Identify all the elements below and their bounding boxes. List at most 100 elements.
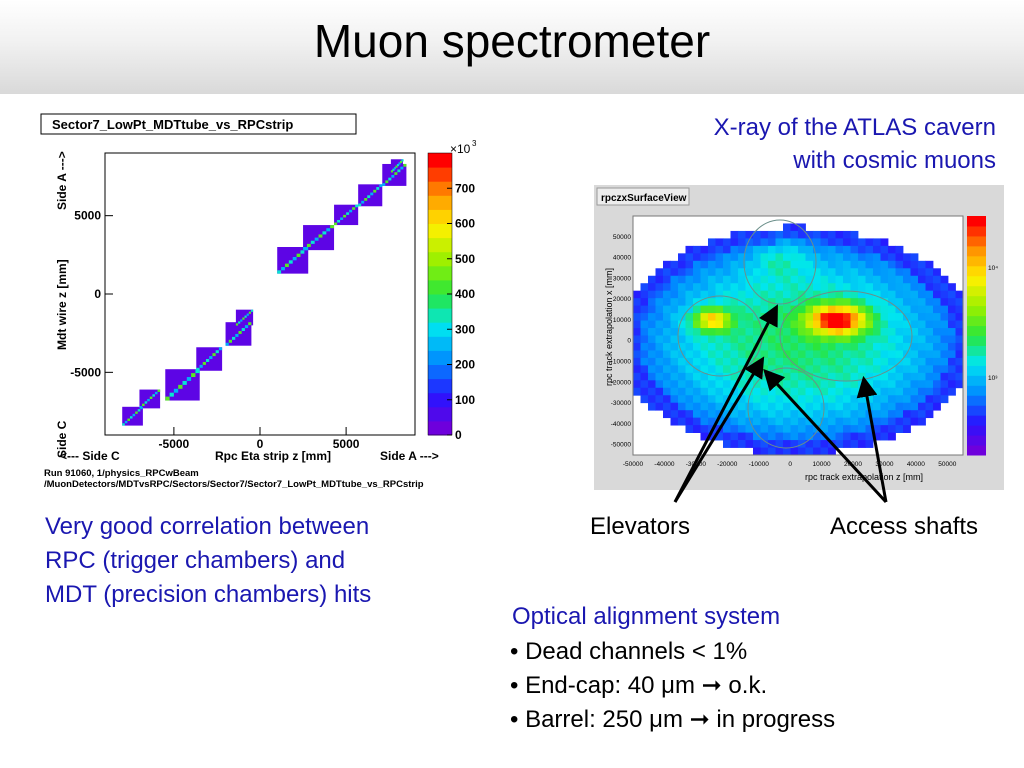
histogram-cell [154, 391, 158, 395]
histogram-cell [281, 266, 285, 271]
heatmap-cell [888, 417, 896, 426]
heatmap-cell [955, 350, 964, 359]
heatmap-cell [633, 305, 641, 314]
heatmap-cell [850, 275, 859, 284]
heatmap-cell [918, 417, 926, 426]
heatmap-cell [753, 335, 761, 344]
heatmap-cell [925, 275, 934, 284]
heatmap-cell [933, 372, 941, 381]
histogram-cell [318, 234, 323, 238]
heatmap-cell [873, 253, 881, 262]
heatmap-cell [805, 380, 814, 389]
heatmap-cell [888, 313, 896, 321]
heatmap-cell [925, 380, 934, 389]
heatmap-cell [835, 328, 844, 336]
heatmap-cell [865, 298, 874, 307]
heatmap-cell [940, 290, 949, 299]
heatmap-cell [820, 425, 829, 433]
heatmap-cell [865, 305, 874, 314]
heatmap-cell [708, 365, 716, 374]
heatmap-cell [678, 410, 686, 419]
heatmap-cell [850, 230, 859, 239]
heatmap-cell [768, 447, 776, 456]
histogram-cell [240, 319, 243, 322]
heatmap-cell [640, 387, 649, 396]
heatmap-cell [865, 342, 874, 351]
heatmap-cell [843, 230, 851, 239]
colorbar-segment [428, 378, 452, 394]
heatmap-cell [708, 238, 716, 247]
y-tick-label: -10000 [611, 358, 632, 365]
heatmap-cell [775, 253, 784, 262]
heatmap-cell [678, 320, 686, 329]
heatmap-cell [648, 357, 656, 366]
heatmap-cell [798, 313, 806, 321]
heatmap-cell [715, 365, 724, 374]
heatmap-cell [640, 290, 649, 299]
heatmap-cell [903, 417, 911, 426]
bullet-barrel: • Barrel: 250 μm ➞ in progress [510, 703, 835, 737]
heatmap-cell [850, 260, 859, 269]
heatmap-cell [888, 320, 896, 329]
heatmap-cell [813, 260, 821, 269]
heatmap-cell [858, 425, 866, 433]
heatmap-cell [648, 365, 656, 374]
heatmap-cell [783, 298, 791, 307]
heatmap-cell [715, 238, 724, 247]
heatmap-cell [640, 372, 649, 381]
heatmap-cell [678, 313, 686, 321]
heatmap-cell [715, 432, 724, 441]
heatmap-cell [805, 417, 814, 426]
heatmap-cell [933, 395, 941, 404]
heatmap-cell [775, 260, 784, 269]
histogram-cell [215, 350, 219, 354]
heatmap-cell [805, 440, 814, 448]
heatmap-cell [865, 425, 874, 433]
heatmap-cell [730, 238, 739, 247]
heatmap-cell [715, 328, 724, 336]
histogram-cell [139, 406, 143, 409]
heatmap-cell [700, 320, 709, 329]
heatmap-cell [745, 253, 754, 262]
heatmap-cell [828, 275, 836, 284]
heatmap-cell [723, 290, 731, 299]
x-axis-side-left: <--- Side C [60, 449, 120, 463]
heatmap-cell [798, 245, 806, 254]
heatmap-cell [933, 328, 941, 336]
histogram-cell [205, 359, 210, 362]
heatmap-cell [903, 290, 911, 299]
heatmap-cell [655, 350, 664, 359]
histogram-cell [144, 401, 148, 404]
heatmap-cell [843, 365, 851, 374]
heatmap-cell [955, 298, 964, 307]
colorbar-segment [428, 392, 452, 408]
heatmap-cell [903, 298, 911, 307]
heatmap-cell [783, 305, 791, 314]
heatmap-cell [925, 313, 934, 321]
heatmap-cell [903, 425, 911, 433]
heatmap-cell [753, 395, 761, 404]
x-axis-side-right: Side A ---> [380, 449, 439, 463]
heatmap-cell [910, 320, 919, 329]
heatmap-cell [768, 387, 776, 396]
heatmap-cell [663, 268, 671, 277]
heatmap-cell [940, 313, 949, 321]
heatmap-cell [723, 425, 731, 433]
heatmap-cell [745, 245, 754, 254]
heatmap-cell [828, 425, 836, 433]
heatmap-cell [925, 350, 934, 359]
histogram-cell [244, 325, 249, 329]
heatmap-cell [925, 387, 934, 396]
heatmap-cell [798, 275, 806, 284]
heatmap-cell [648, 380, 656, 389]
heatmap-cell [783, 417, 791, 426]
heatmap-cell [910, 283, 919, 292]
colorbar-segment [967, 375, 986, 386]
heatmap-cell [850, 387, 859, 396]
colorbar-segment [428, 251, 452, 267]
heatmap-cell [745, 328, 754, 336]
heatmap-cell [723, 328, 731, 336]
heatmap-cell [873, 313, 881, 321]
heatmap-cell [888, 380, 896, 389]
heatmap-cell [933, 268, 941, 277]
